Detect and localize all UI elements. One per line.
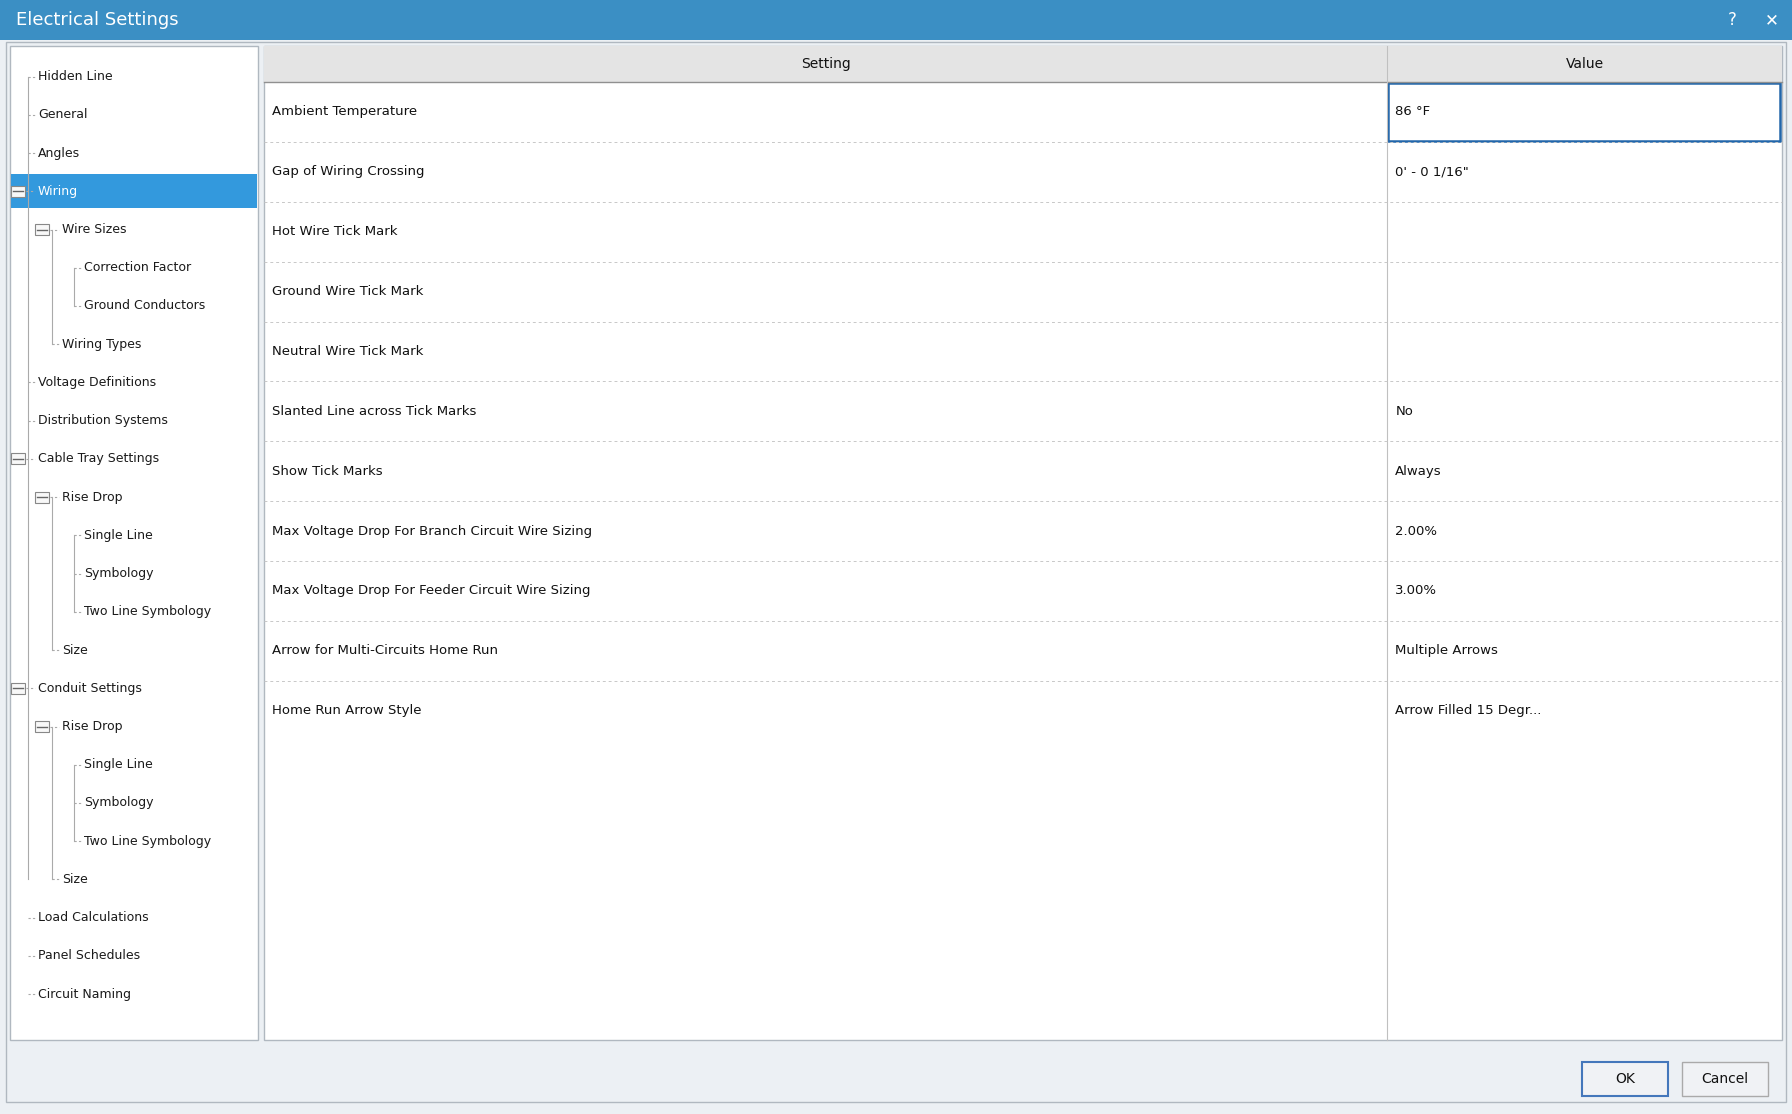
Text: Ambient Temperature: Ambient Temperature	[272, 106, 418, 118]
Text: Max Voltage Drop For Feeder Circuit Wire Sizing: Max Voltage Drop For Feeder Circuit Wire…	[272, 585, 591, 597]
Text: Wiring: Wiring	[38, 185, 79, 198]
Text: Voltage Definitions: Voltage Definitions	[38, 375, 156, 389]
Text: Neutral Wire Tick Mark: Neutral Wire Tick Mark	[272, 345, 423, 358]
FancyBboxPatch shape	[263, 46, 1781, 1040]
FancyBboxPatch shape	[11, 174, 256, 208]
Text: Electrical Settings: Electrical Settings	[16, 11, 179, 29]
Text: 2.00%: 2.00%	[1396, 525, 1437, 538]
Text: Size: Size	[63, 644, 88, 656]
Text: Ground Wire Tick Mark: Ground Wire Tick Mark	[272, 285, 423, 299]
FancyBboxPatch shape	[5, 42, 1787, 1102]
Text: 0' - 0 1/16": 0' - 0 1/16"	[1396, 165, 1469, 178]
Text: Ground Conductors: Ground Conductors	[84, 300, 206, 312]
Text: Show Tick Marks: Show Tick Marks	[272, 465, 383, 478]
FancyBboxPatch shape	[36, 491, 48, 502]
Text: Value: Value	[1566, 57, 1604, 71]
Text: Arrow Filled 15 Degr...: Arrow Filled 15 Degr...	[1396, 704, 1541, 717]
Text: Size: Size	[63, 873, 88, 886]
FancyBboxPatch shape	[1582, 1062, 1668, 1096]
Text: Rise Drop: Rise Drop	[63, 720, 122, 733]
Text: ✕: ✕	[1765, 11, 1779, 29]
Text: Hot Wire Tick Mark: Hot Wire Tick Mark	[272, 225, 398, 238]
FancyBboxPatch shape	[263, 46, 1781, 82]
FancyBboxPatch shape	[1683, 1062, 1769, 1096]
Text: 3.00%: 3.00%	[1396, 585, 1437, 597]
FancyBboxPatch shape	[11, 46, 258, 1040]
FancyBboxPatch shape	[11, 186, 25, 197]
FancyBboxPatch shape	[36, 224, 48, 235]
Text: Correction Factor: Correction Factor	[84, 262, 192, 274]
Text: Arrow for Multi-Circuits Home Run: Arrow for Multi-Circuits Home Run	[272, 644, 498, 657]
Text: Home Run Arrow Style: Home Run Arrow Style	[272, 704, 421, 717]
Text: Conduit Settings: Conduit Settings	[38, 682, 142, 695]
FancyBboxPatch shape	[1389, 84, 1779, 140]
Text: Hidden Line: Hidden Line	[38, 70, 113, 84]
Text: Gap of Wiring Crossing: Gap of Wiring Crossing	[272, 165, 425, 178]
Text: General: General	[38, 108, 88, 121]
Text: Rise Drop: Rise Drop	[63, 490, 122, 504]
Text: Slanted Line across Tick Marks: Slanted Line across Tick Marks	[272, 404, 477, 418]
Text: Cancel: Cancel	[1701, 1072, 1749, 1086]
Text: Panel Schedules: Panel Schedules	[38, 949, 140, 962]
FancyBboxPatch shape	[36, 721, 48, 732]
Text: Symbology: Symbology	[84, 567, 154, 580]
Text: Load Calculations: Load Calculations	[38, 911, 149, 925]
Text: Cable Tray Settings: Cable Tray Settings	[38, 452, 159, 466]
Text: Single Line: Single Line	[84, 759, 152, 771]
Text: Circuit Naming: Circuit Naming	[38, 988, 131, 1000]
Text: Symbology: Symbology	[84, 797, 154, 810]
FancyBboxPatch shape	[11, 683, 25, 694]
Text: Wire Sizes: Wire Sizes	[63, 223, 127, 236]
Text: Single Line: Single Line	[84, 529, 152, 541]
Text: ?: ?	[1727, 11, 1736, 29]
Text: Wiring Types: Wiring Types	[63, 338, 142, 351]
Text: Two Line Symbology: Two Line Symbology	[84, 834, 211, 848]
Text: 86 °F: 86 °F	[1396, 106, 1430, 118]
Text: Always: Always	[1396, 465, 1443, 478]
Text: OK: OK	[1615, 1072, 1634, 1086]
FancyBboxPatch shape	[0, 0, 1792, 40]
Text: No: No	[1396, 404, 1414, 418]
Text: Angles: Angles	[38, 147, 81, 159]
Text: Multiple Arrows: Multiple Arrows	[1396, 644, 1498, 657]
FancyBboxPatch shape	[11, 453, 25, 465]
Text: Max Voltage Drop For Branch Circuit Wire Sizing: Max Voltage Drop For Branch Circuit Wire…	[272, 525, 591, 538]
Text: Distribution Systems: Distribution Systems	[38, 414, 168, 427]
Text: Setting: Setting	[801, 57, 851, 71]
Text: Two Line Symbology: Two Line Symbology	[84, 605, 211, 618]
